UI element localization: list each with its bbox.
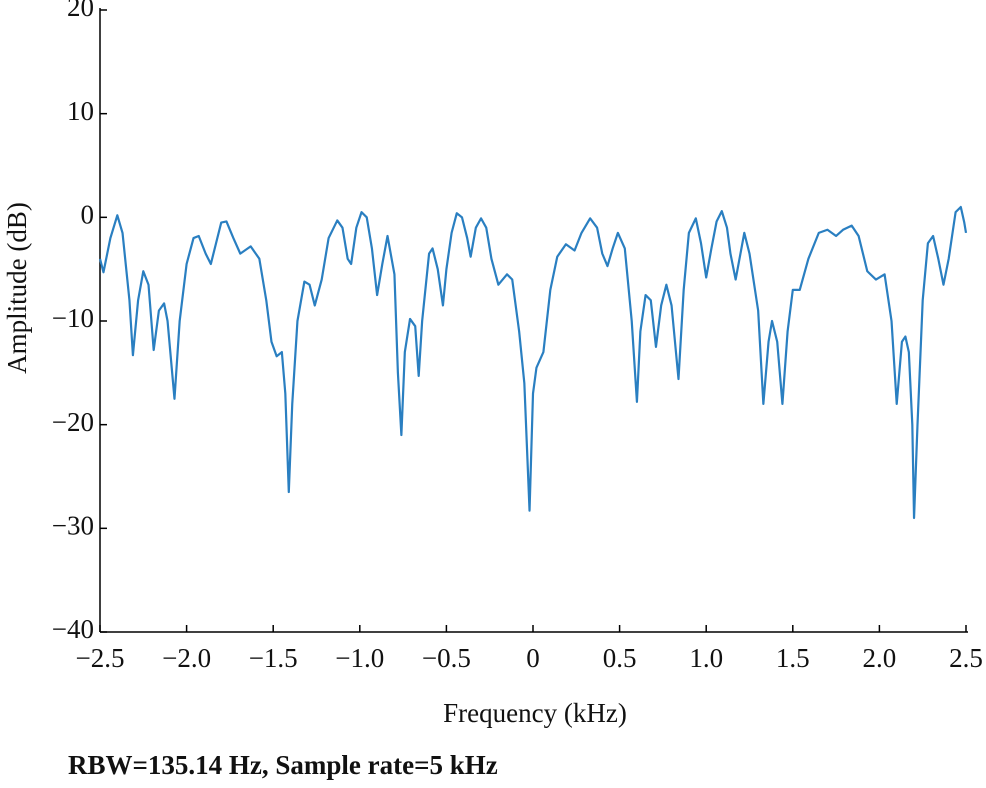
y-tick-label: 0 (81, 200, 95, 230)
x-tick-label: 1.5 (776, 643, 810, 673)
x-tick-label: 2.0 (863, 643, 897, 673)
x-tick-label: −2.5 (76, 643, 125, 673)
x-axis-label: Frequency (kHz) (443, 698, 627, 728)
data-line (98, 205, 968, 520)
y-tick-label: 20 (67, 0, 94, 22)
y-tick-label: −20 (52, 407, 94, 437)
x-tick-label: 0 (526, 643, 540, 673)
annotation: RBW=135.14 Hz, Sample rate=5 kHz (68, 750, 498, 780)
y-axis-label: Amplitude (dB) (2, 202, 32, 374)
y-tick-label: −10 (52, 303, 94, 333)
x-tick-label: −0.5 (422, 643, 471, 673)
x-tick-label: −1.0 (335, 643, 384, 673)
x-tick-label: 0.5 (603, 643, 637, 673)
x-tick-label: 1.0 (689, 643, 723, 673)
x-tick-label: 2.5 (949, 643, 983, 673)
x-tick-label: −1.5 (249, 643, 298, 673)
x-tick-label: −2.0 (162, 643, 211, 673)
y-tick-label: −30 (52, 511, 94, 541)
y-tick-label: 10 (67, 96, 94, 126)
y-tick-label: −40 (52, 614, 94, 644)
